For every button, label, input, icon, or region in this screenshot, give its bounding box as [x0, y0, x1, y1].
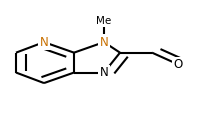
Text: N: N — [100, 36, 108, 49]
Text: O: O — [173, 58, 183, 71]
Text: N: N — [100, 66, 108, 79]
Text: Me: Me — [96, 16, 112, 26]
Text: N: N — [40, 36, 48, 49]
